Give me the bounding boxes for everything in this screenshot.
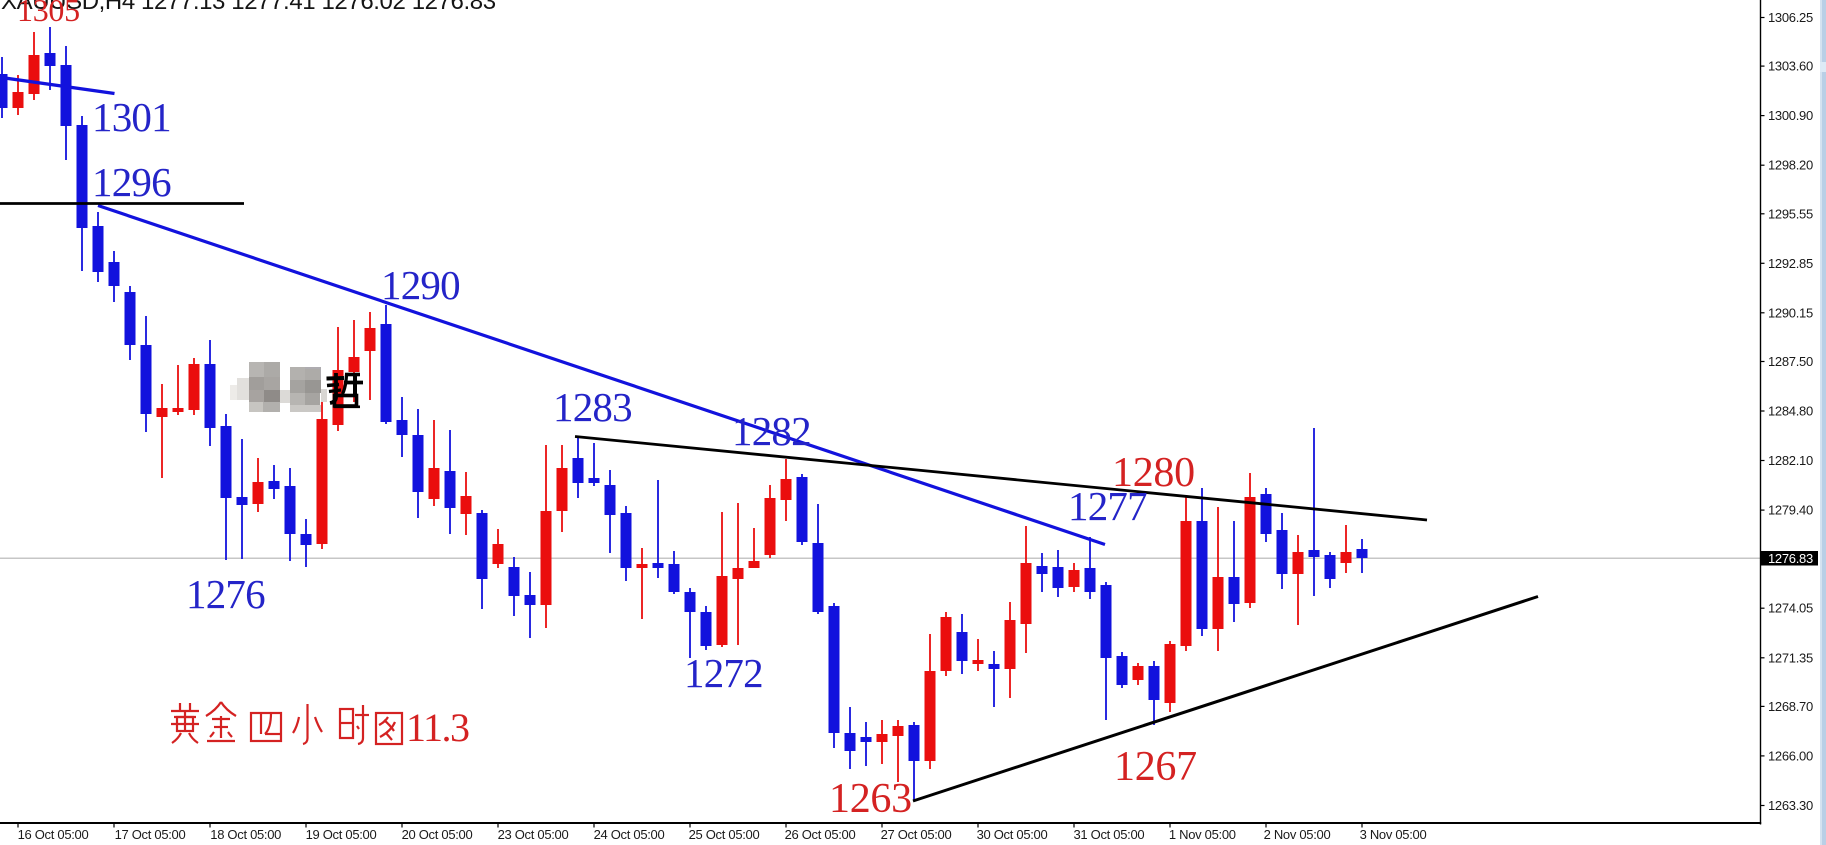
svg-text:1268.70: 1268.70	[1768, 699, 1813, 714]
svg-text:17 Oct 05:00: 17 Oct 05:00	[115, 827, 186, 842]
svg-text:1274.05: 1274.05	[1768, 601, 1813, 616]
svg-text:31 Oct 05:00: 31 Oct 05:00	[1073, 827, 1144, 842]
svg-text:1300.90: 1300.90	[1768, 108, 1813, 123]
svg-text:1279.40: 1279.40	[1768, 503, 1813, 518]
svg-text:1290.15: 1290.15	[1768, 305, 1813, 320]
svg-text:3 Nov 05:00: 3 Nov 05:00	[1360, 827, 1427, 842]
svg-text:1280: 1280	[1112, 450, 1195, 496]
svg-text:1305: 1305	[17, 0, 80, 28]
svg-text:1266.00: 1266.00	[1768, 748, 1813, 763]
svg-text:1287.50: 1287.50	[1768, 354, 1813, 369]
svg-text:19 Oct 05:00: 19 Oct 05:00	[306, 827, 377, 842]
svg-text:1283: 1283	[553, 384, 632, 430]
svg-text:1263: 1263	[829, 776, 912, 822]
svg-text:1282: 1282	[732, 408, 811, 454]
svg-text:1276.83: 1276.83	[1768, 551, 1813, 566]
svg-text:1263.30: 1263.30	[1768, 798, 1813, 813]
svg-text:20 Oct 05:00: 20 Oct 05:00	[402, 827, 473, 842]
svg-text:11.3: 11.3	[406, 705, 469, 750]
svg-text:1298.20: 1298.20	[1768, 158, 1813, 173]
svg-text:16 Oct 05:00: 16 Oct 05:00	[18, 827, 89, 842]
svg-text:1292.85: 1292.85	[1768, 256, 1813, 271]
svg-text:1282.10: 1282.10	[1768, 453, 1813, 468]
svg-text:27 Oct 05:00: 27 Oct 05:00	[881, 827, 952, 842]
svg-text:XAUUSD,H4 1277.13 1277.41 1276: XAUUSD,H4 1277.13 1277.41 1276.02 1276.8…	[1, 0, 496, 15]
svg-text:30 Oct 05:00: 30 Oct 05:00	[977, 827, 1048, 842]
svg-text:25 Oct 05:00: 25 Oct 05:00	[689, 827, 760, 842]
svg-text:24 Oct 05:00: 24 Oct 05:00	[594, 827, 665, 842]
svg-text:1301: 1301	[92, 94, 171, 140]
svg-text:1284.80: 1284.80	[1768, 404, 1813, 419]
svg-text:1290: 1290	[381, 262, 460, 308]
svg-text:1272: 1272	[684, 650, 763, 696]
svg-text:1271.35: 1271.35	[1768, 650, 1813, 665]
svg-text:18 Oct 05:00: 18 Oct 05:00	[210, 827, 281, 842]
svg-text:2 Nov 05:00: 2 Nov 05:00	[1264, 827, 1331, 842]
svg-text:1303.60: 1303.60	[1768, 59, 1813, 74]
svg-text:1277: 1277	[1068, 483, 1147, 529]
svg-text:26 Oct 05:00: 26 Oct 05:00	[785, 827, 856, 842]
svg-text:1296: 1296	[92, 159, 171, 205]
svg-text:1 Nov 05:00: 1 Nov 05:00	[1169, 827, 1236, 842]
svg-text:1306.25: 1306.25	[1768, 10, 1813, 25]
svg-text:23 Oct 05:00: 23 Oct 05:00	[498, 827, 569, 842]
svg-text:1276: 1276	[186, 571, 265, 617]
svg-text:1295.55: 1295.55	[1768, 206, 1813, 221]
svg-text:1267: 1267	[1114, 744, 1197, 790]
